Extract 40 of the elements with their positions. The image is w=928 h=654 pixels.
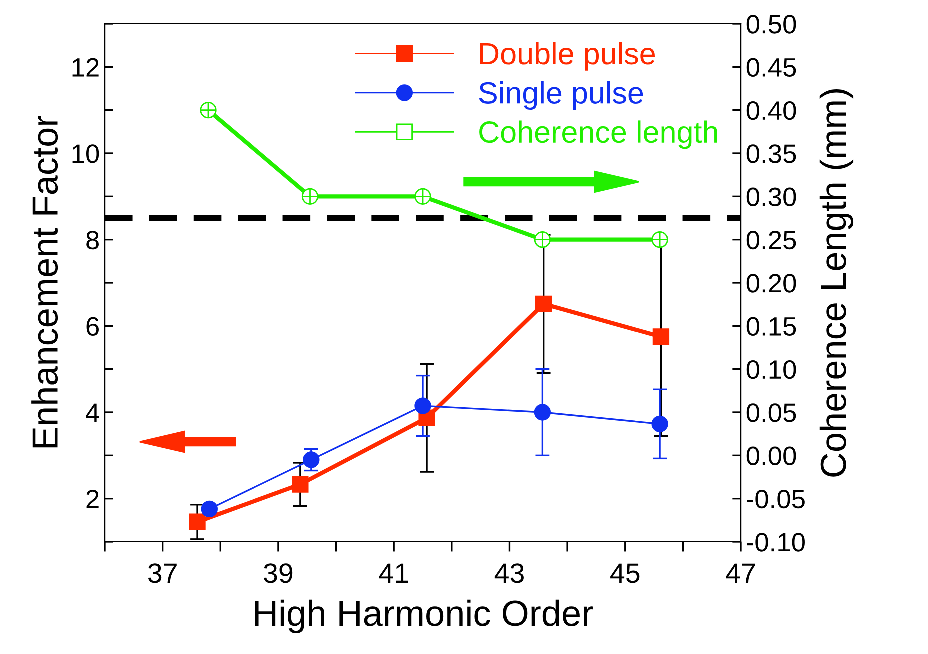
y-tick-label: 2 bbox=[86, 490, 99, 508]
point bbox=[303, 452, 320, 468]
y-tick-label: 6 bbox=[86, 317, 99, 336]
point bbox=[652, 416, 668, 432]
point bbox=[534, 404, 552, 421]
y2-tick-label: 0.30 bbox=[746, 188, 796, 206]
legend-label: Double pulse bbox=[480, 42, 655, 71]
legend-label: Single pulse bbox=[479, 82, 644, 110]
x-axis-title: High Harmonic Order bbox=[255, 600, 593, 634]
x-tick-label: 43 bbox=[494, 564, 524, 584]
y2-tick-label: 0.40 bbox=[746, 101, 796, 120]
y2-tick-label: -0.05 bbox=[747, 490, 805, 509]
y2-tick-label: 0.35 bbox=[746, 144, 796, 164]
y-tick-label: 4 bbox=[86, 404, 100, 422]
y-tick-label: 10 bbox=[72, 144, 100, 164]
y2-tick-label: 0.10 bbox=[746, 360, 796, 380]
point bbox=[292, 476, 309, 493]
y2-axis-title: Coherence Length (mm) bbox=[820, 90, 854, 477]
point bbox=[536, 296, 552, 312]
y-tick-label: 12 bbox=[72, 58, 99, 77]
y2-tick-label: 0.20 bbox=[746, 274, 796, 293]
y2-tick-label: -0.10 bbox=[747, 533, 805, 552]
x-tick-label: 45 bbox=[610, 564, 640, 584]
point bbox=[652, 328, 670, 346]
y2-tick-label: 0.25 bbox=[746, 230, 796, 250]
legend-label: Coherence length bbox=[480, 120, 718, 150]
y2-tick-label: 0.00 bbox=[746, 446, 796, 466]
y2-tick-label: 0.50 bbox=[746, 15, 796, 34]
y-tick-label: 8 bbox=[86, 230, 99, 250]
y2-tick-label: 0.45 bbox=[746, 58, 796, 77]
x-tick-label: 37 bbox=[148, 564, 177, 584]
point bbox=[189, 514, 206, 530]
x-tick-label: 47 bbox=[726, 564, 756, 583]
y-axis-title: Enhancement Factor bbox=[32, 116, 58, 448]
x-tick-label: 39 bbox=[264, 564, 293, 584]
point bbox=[414, 398, 432, 414]
y2-tick-label: 0.15 bbox=[746, 317, 796, 336]
point bbox=[201, 500, 218, 518]
y2-tick-label: 0.05 bbox=[746, 404, 796, 422]
x-tick-label: 41 bbox=[379, 564, 408, 583]
